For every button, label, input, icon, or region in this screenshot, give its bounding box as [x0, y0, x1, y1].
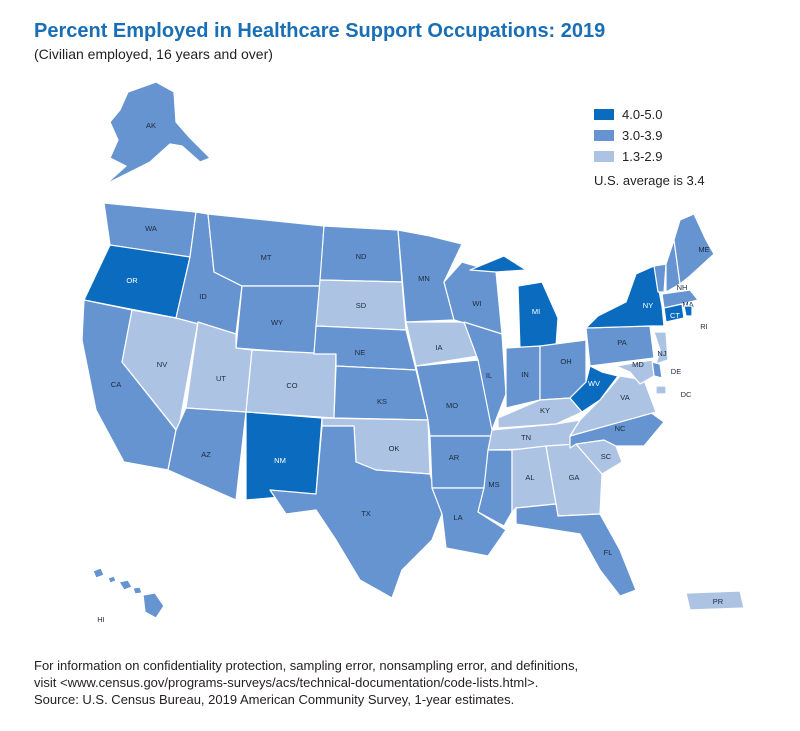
- state-ND: ND: [319, 225, 403, 283]
- label-NJ: NJ: [657, 349, 666, 358]
- label-CT: CT: [670, 311, 680, 320]
- legend-item-mid: 3.0-3.9: [594, 125, 705, 146]
- label-LA: LA: [453, 513, 462, 522]
- label-KS: KS: [377, 397, 387, 406]
- map-subtitle: (Civilian employed, 16 years and over): [34, 46, 273, 62]
- state-NJ: NJ: [653, 331, 669, 365]
- label-OH: OH: [560, 357, 571, 366]
- state-MI: MI: [469, 255, 559, 351]
- label-PA: PA: [617, 338, 626, 347]
- label-AL: AL: [525, 473, 534, 482]
- state-MD: MD: [615, 359, 655, 385]
- label-ID: ID: [199, 292, 207, 301]
- state-IN: IN: [505, 345, 541, 409]
- label-RI: RI: [700, 322, 708, 331]
- label-KY: KY: [540, 406, 550, 415]
- label-NM: NM: [274, 456, 286, 465]
- label-GA: GA: [569, 473, 580, 482]
- label-NV: NV: [157, 360, 167, 369]
- label-WI: WI: [472, 299, 481, 308]
- label-MA: MA: [682, 300, 693, 309]
- label-DE: DE: [671, 367, 681, 376]
- legend-swatch-high: [594, 109, 614, 120]
- label-MD: MD: [632, 360, 644, 369]
- label-NY: NY: [643, 301, 653, 310]
- legend: 4.0-5.0 3.0-3.9 1.3-2.9 U.S. average is …: [594, 104, 705, 188]
- label-MI: MI: [532, 307, 540, 316]
- label-AK: AK: [146, 121, 156, 130]
- state-AZ: AZ: [167, 407, 247, 501]
- state-AR: AR: [429, 435, 493, 489]
- state-ME: ME: [673, 213, 715, 285]
- state-PR: PR: [685, 590, 745, 611]
- state-FL: FL: [515, 503, 637, 597]
- label-IN: IN: [521, 370, 529, 379]
- state-AK: AK: [105, 81, 211, 185]
- footer-link-note: visit <www.census.gov/programs-surveys/a…: [34, 675, 539, 690]
- state-HI: HI: [92, 567, 165, 624]
- label-DC: DC: [681, 390, 692, 399]
- label-NE: NE: [355, 348, 365, 357]
- legend-label-low: 1.3-2.9: [622, 149, 663, 164]
- legend-item-low: 1.3-2.9: [594, 146, 705, 167]
- label-MT: MT: [261, 253, 272, 262]
- state-SD: SD: [315, 279, 407, 331]
- state-RI: RI: [683, 305, 708, 331]
- label-MS: MS: [488, 480, 499, 489]
- footer-notes: For information on confidentiality prote…: [34, 657, 774, 708]
- state-WY: WY: [235, 285, 321, 355]
- state-WV: WV: [569, 365, 619, 413]
- label-TN: TN: [521, 433, 531, 442]
- label-PR: PR: [713, 597, 724, 606]
- label-SD: SD: [356, 301, 367, 310]
- label-SC: SC: [601, 452, 612, 461]
- state-TX: TX: [269, 425, 443, 599]
- state-WI: WI: [443, 261, 503, 335]
- label-WV: WV: [588, 379, 600, 388]
- label-FL: FL: [604, 548, 613, 557]
- label-CO: CO: [286, 381, 297, 390]
- legend-label-mid: 3.0-3.9: [622, 128, 663, 143]
- legend-item-high: 4.0-5.0: [594, 104, 705, 125]
- label-VA: VA: [620, 393, 629, 402]
- state-KS: KS: [333, 365, 429, 421]
- state-DC: DC: [655, 385, 692, 399]
- label-ME: ME: [698, 245, 709, 254]
- label-ND: ND: [356, 252, 367, 261]
- legend-swatch-mid: [594, 130, 614, 141]
- label-CA: CA: [111, 380, 121, 389]
- legend-label-high: 4.0-5.0: [622, 107, 663, 122]
- state-CO: CO: [245, 349, 337, 419]
- label-MN: MN: [418, 274, 430, 283]
- state-NY: NY: [585, 265, 665, 329]
- state-NM: NM: [245, 411, 323, 501]
- state-DE: DE: [651, 361, 681, 379]
- label-WY: WY: [271, 318, 283, 327]
- label-NH: NH: [677, 283, 688, 292]
- label-NC: NC: [615, 424, 626, 433]
- label-OK: OK: [389, 444, 400, 453]
- footer-confidentiality-note: For information on confidentiality prote…: [34, 658, 579, 673]
- state-IL: IL: [463, 321, 507, 431]
- state-MA: MA: [661, 289, 699, 309]
- map-title: Percent Employed in Healthcare Support O…: [34, 20, 606, 42]
- legend-swatch-low: [594, 151, 614, 162]
- state-NC: NC: [569, 411, 665, 449]
- label-AZ: AZ: [201, 450, 211, 459]
- state-CT: CT: [663, 303, 685, 323]
- footer-source-note: Source: U.S. Census Bureau, 2019 America…: [34, 692, 515, 707]
- label-IL: IL: [486, 371, 492, 380]
- label-IA: IA: [435, 343, 442, 352]
- label-AR: AR: [449, 453, 460, 462]
- us-choropleth-map: AK HI PR WA OR CA NV ID MT WY: [81, 81, 745, 624]
- label-WA: WA: [145, 224, 157, 233]
- label-HI: HI: [97, 615, 105, 624]
- label-UT: UT: [216, 374, 226, 383]
- us-average-note: U.S. average is 3.4: [594, 173, 705, 188]
- state-MT: MT: [207, 213, 325, 287]
- label-MO: MO: [446, 401, 458, 410]
- label-OR: OR: [126, 276, 138, 285]
- label-TX: TX: [361, 509, 371, 518]
